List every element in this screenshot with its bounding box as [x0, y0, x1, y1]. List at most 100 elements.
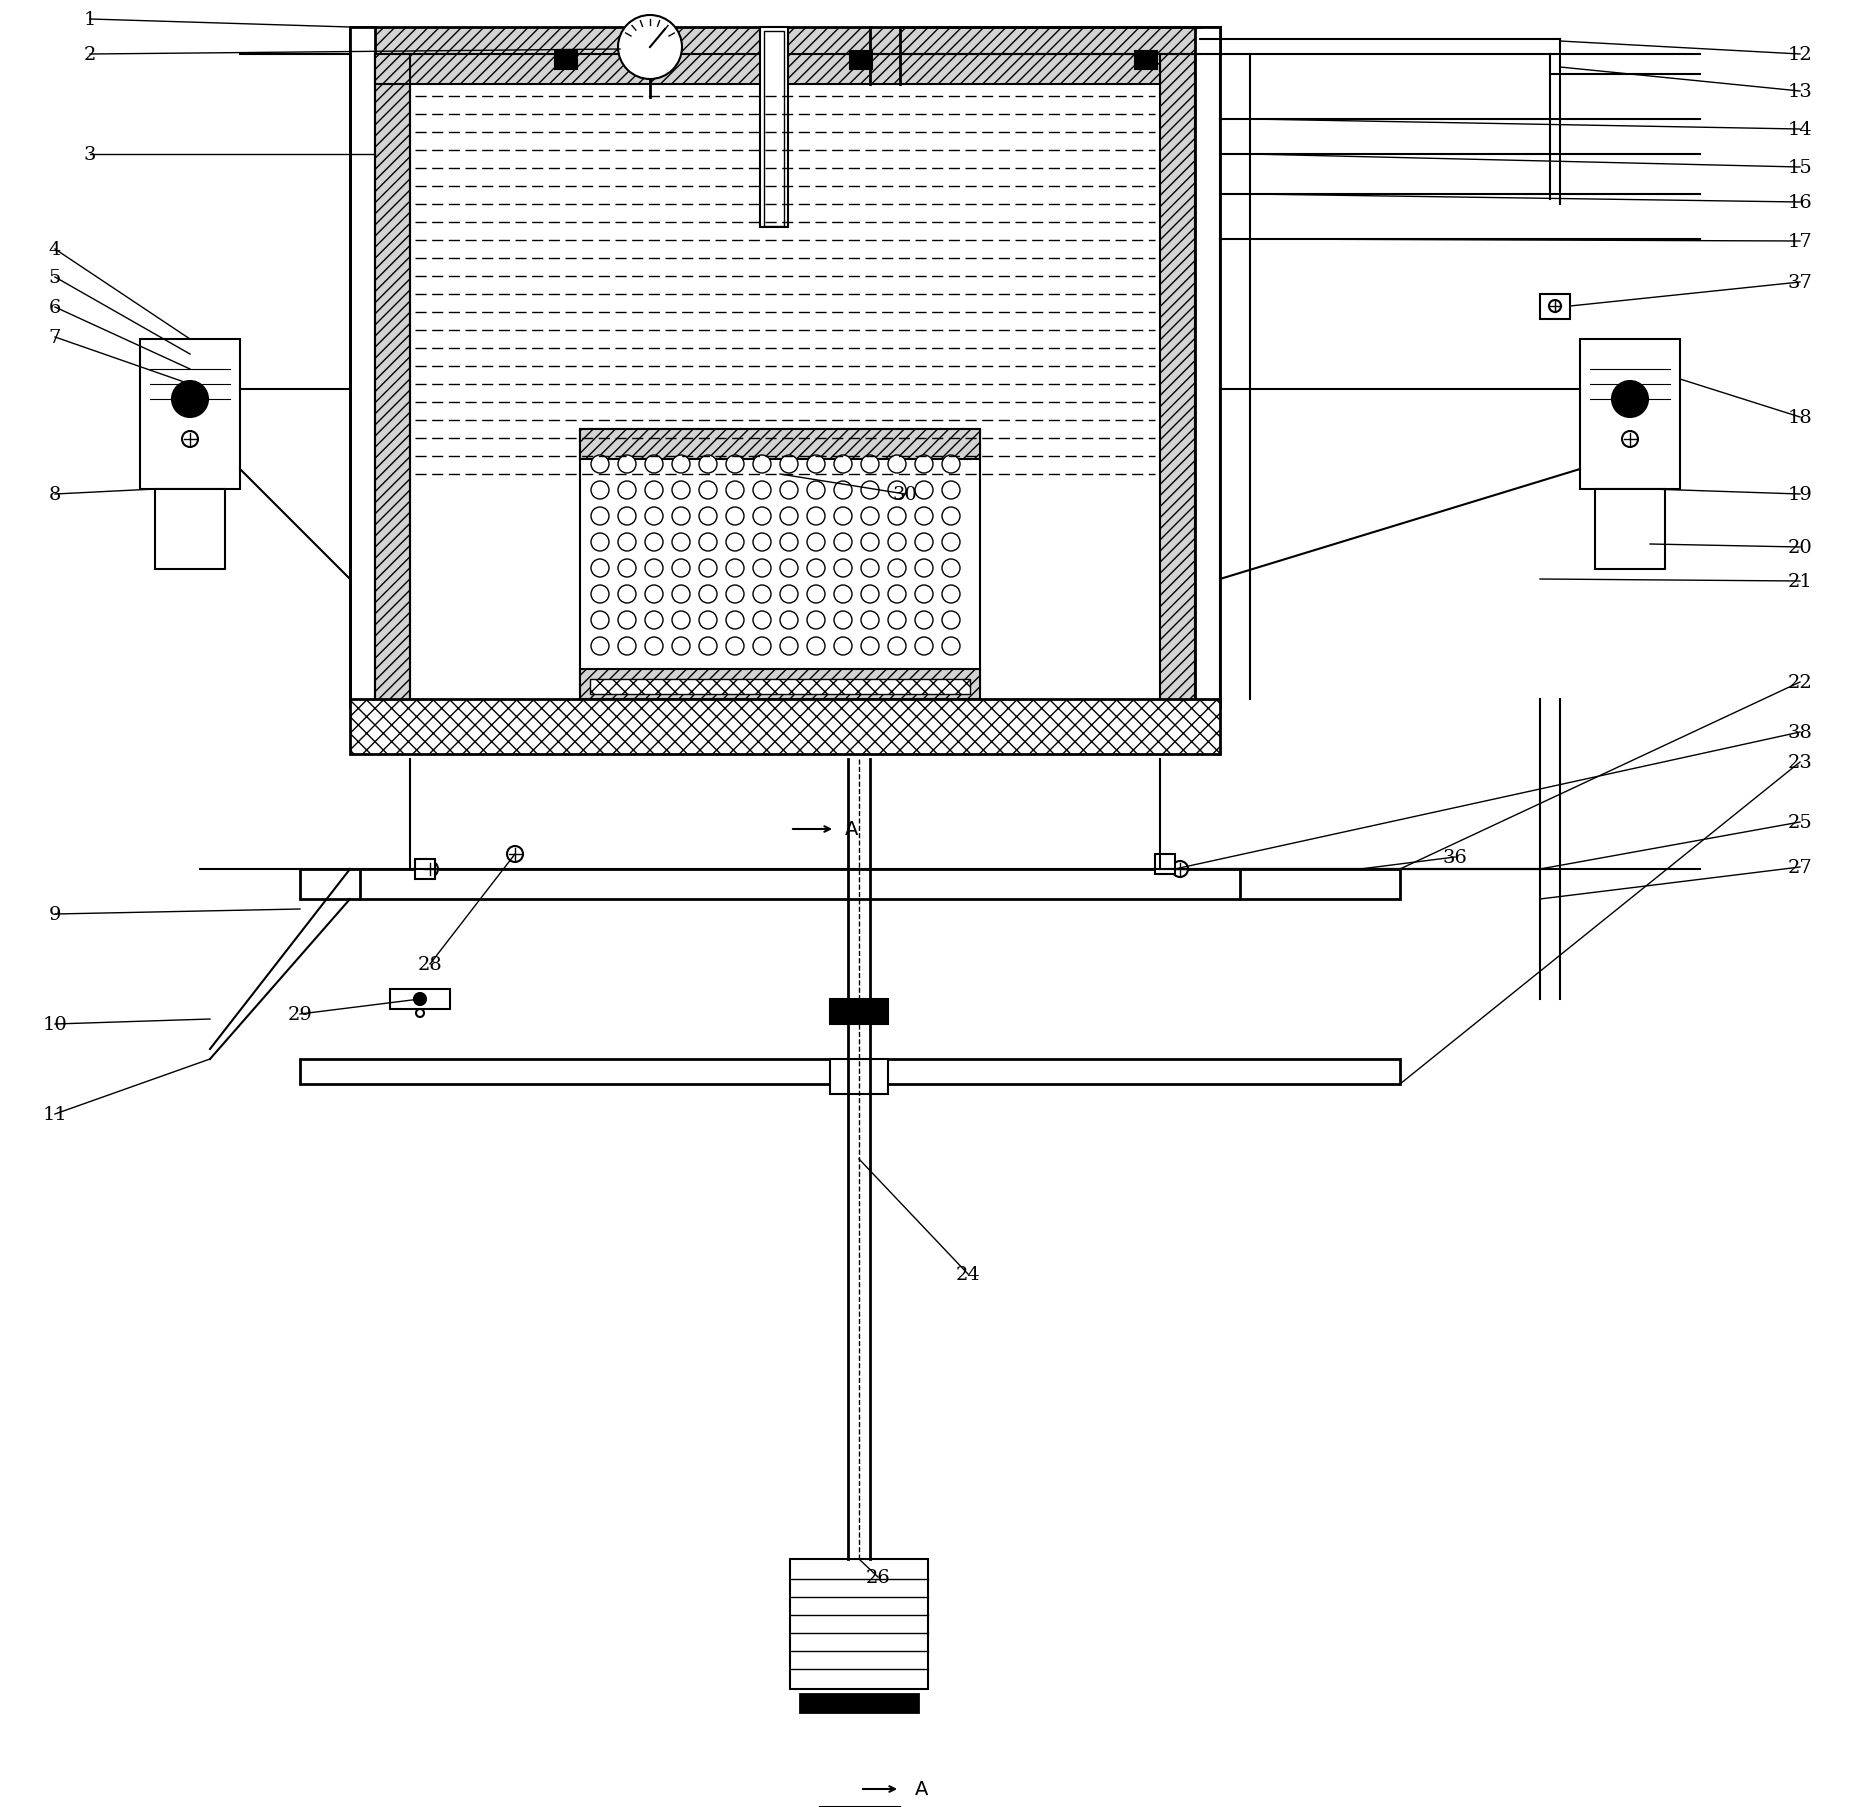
Circle shape: [671, 560, 690, 578]
Circle shape: [1612, 381, 1647, 417]
Circle shape: [645, 638, 664, 656]
Circle shape: [1548, 300, 1561, 313]
Text: 10: 10: [43, 1016, 67, 1034]
Bar: [851, 52, 871, 70]
Bar: [376, 54, 410, 705]
Circle shape: [888, 508, 905, 526]
Text: 13: 13: [1788, 83, 1812, 101]
Circle shape: [914, 560, 933, 578]
Circle shape: [888, 638, 905, 656]
Circle shape: [617, 508, 636, 526]
Text: 1: 1: [84, 11, 95, 29]
Circle shape: [780, 560, 798, 578]
Circle shape: [699, 560, 716, 578]
Circle shape: [699, 508, 716, 526]
Circle shape: [726, 482, 744, 501]
Text: 12: 12: [1788, 45, 1812, 63]
Circle shape: [726, 560, 744, 578]
Text: 7: 7: [49, 329, 62, 347]
Circle shape: [671, 508, 690, 526]
Circle shape: [780, 585, 798, 604]
Bar: [765, 33, 784, 228]
Circle shape: [671, 585, 690, 604]
Circle shape: [754, 533, 770, 551]
Circle shape: [591, 560, 610, 578]
Circle shape: [780, 533, 798, 551]
Circle shape: [172, 381, 208, 417]
Bar: [580, 430, 980, 690]
Circle shape: [888, 533, 905, 551]
Circle shape: [942, 533, 959, 551]
Circle shape: [645, 585, 664, 604]
Text: 28: 28: [417, 956, 443, 974]
Circle shape: [834, 638, 853, 656]
Circle shape: [671, 455, 690, 473]
Circle shape: [699, 611, 716, 629]
Text: 21: 21: [1788, 573, 1812, 591]
Circle shape: [591, 638, 610, 656]
Circle shape: [617, 16, 683, 80]
Circle shape: [645, 455, 664, 473]
Circle shape: [591, 585, 610, 604]
Circle shape: [754, 638, 770, 656]
Bar: [1541, 295, 1571, 320]
Circle shape: [860, 455, 879, 473]
Circle shape: [888, 455, 905, 473]
Circle shape: [726, 455, 744, 473]
Bar: [800, 1695, 918, 1711]
Circle shape: [671, 611, 690, 629]
Circle shape: [617, 638, 636, 656]
Circle shape: [645, 508, 664, 526]
Circle shape: [726, 508, 744, 526]
Text: 4: 4: [49, 240, 62, 258]
Circle shape: [888, 482, 905, 501]
Circle shape: [591, 611, 610, 629]
Bar: [830, 1059, 888, 1095]
Circle shape: [591, 508, 610, 526]
Text: 9: 9: [49, 905, 62, 923]
Circle shape: [617, 585, 636, 604]
Circle shape: [699, 585, 716, 604]
Circle shape: [914, 638, 933, 656]
Circle shape: [699, 638, 716, 656]
Circle shape: [617, 611, 636, 629]
Text: 30: 30: [892, 486, 918, 504]
Text: A: A: [845, 820, 858, 838]
Circle shape: [671, 482, 690, 501]
Circle shape: [860, 638, 879, 656]
Circle shape: [754, 482, 770, 501]
Circle shape: [699, 482, 716, 501]
Text: 27: 27: [1788, 858, 1812, 876]
Bar: [1159, 54, 1195, 705]
Text: 15: 15: [1788, 159, 1812, 177]
Circle shape: [834, 560, 853, 578]
Circle shape: [754, 508, 770, 526]
Bar: [415, 860, 436, 880]
Circle shape: [726, 611, 744, 629]
Circle shape: [617, 455, 636, 473]
Bar: [140, 340, 239, 490]
Bar: [299, 869, 1401, 900]
Text: 26: 26: [866, 1568, 890, 1587]
Circle shape: [617, 533, 636, 551]
Circle shape: [671, 638, 690, 656]
Circle shape: [834, 533, 853, 551]
Circle shape: [808, 482, 825, 501]
Circle shape: [834, 585, 853, 604]
Text: 24: 24: [956, 1265, 980, 1283]
Circle shape: [808, 533, 825, 551]
Circle shape: [754, 611, 770, 629]
Text: 18: 18: [1788, 408, 1812, 426]
Bar: [789, 1559, 928, 1690]
Text: 3: 3: [84, 146, 95, 164]
Circle shape: [860, 482, 879, 501]
Bar: [830, 999, 888, 1025]
Circle shape: [942, 585, 959, 604]
Bar: [1195, 27, 1219, 708]
Circle shape: [808, 611, 825, 629]
Circle shape: [754, 455, 770, 473]
Bar: [350, 27, 376, 708]
Circle shape: [942, 611, 959, 629]
Bar: [155, 490, 224, 569]
Circle shape: [914, 482, 933, 501]
